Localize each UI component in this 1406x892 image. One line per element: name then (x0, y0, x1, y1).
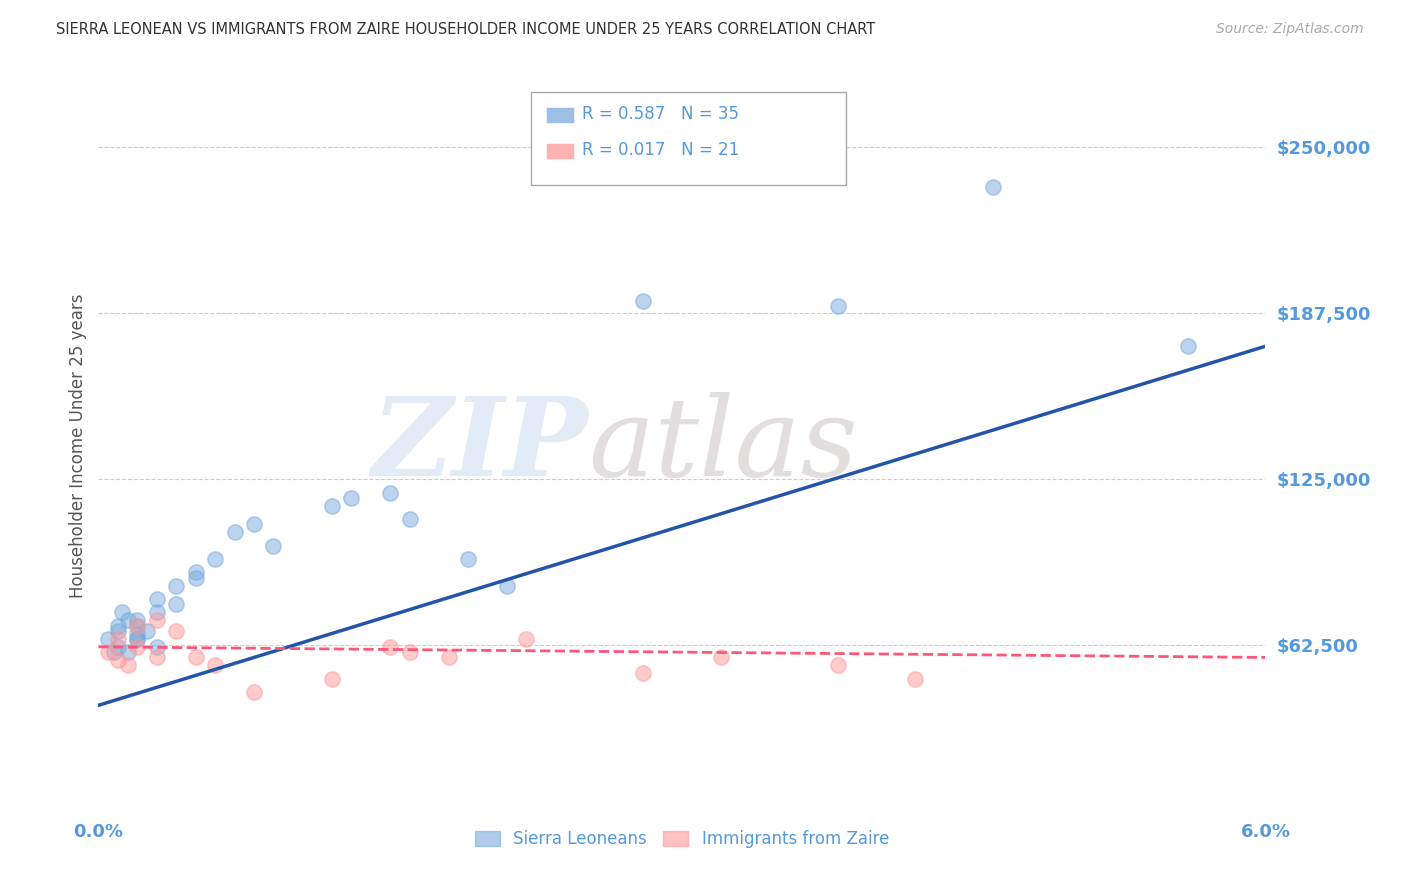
Point (457, 552, 479, 566)
Point (398, 512, 420, 526)
Point (398, 645, 420, 659)
Point (184, 566, 207, 580)
Text: R = 0.587   N = 35: R = 0.587 N = 35 (582, 105, 740, 123)
Point (224, 525, 246, 540)
Point (380, 640, 402, 654)
Point (97, 645, 120, 659)
Point (437, 650, 460, 665)
Point (97, 632, 120, 646)
Point (631, 666, 654, 681)
Text: ZIP: ZIP (373, 392, 589, 500)
Point (146, 640, 169, 654)
Point (146, 650, 169, 665)
Text: R = 0.017   N = 21: R = 0.017 N = 21 (582, 141, 740, 159)
Point (321, 499, 343, 513)
Point (710, 650, 733, 665)
Text: atlas: atlas (589, 392, 858, 500)
Point (117, 645, 139, 659)
Point (107, 618, 129, 632)
Text: Source: ZipAtlas.com: Source: ZipAtlas.com (1216, 22, 1364, 37)
Point (165, 579, 187, 593)
Point (904, 672, 927, 686)
Point (340, 491, 363, 505)
Point (146, 605, 169, 619)
Point (321, 672, 343, 686)
Point (107, 653, 129, 667)
Point (380, 485, 402, 500)
Point (107, 632, 129, 646)
Point (127, 618, 149, 632)
Point (827, 658, 849, 673)
Point (243, 517, 266, 532)
Point (496, 579, 519, 593)
Point (146, 591, 169, 606)
Point (981, 179, 1004, 194)
Text: SIERRA LEONEAN VS IMMIGRANTS FROM ZAIRE HOUSEHOLDER INCOME UNDER 25 YEARS CORREL: SIERRA LEONEAN VS IMMIGRANTS FROM ZAIRE … (56, 22, 876, 37)
Point (165, 597, 187, 611)
Point (103, 645, 125, 659)
Legend: Sierra Leoneans, Immigrants from Zaire: Sierra Leoneans, Immigrants from Zaire (468, 823, 896, 855)
Point (111, 605, 134, 619)
Point (184, 650, 207, 665)
Point (127, 640, 149, 654)
Point (127, 618, 149, 632)
Point (107, 640, 129, 654)
Point (262, 539, 284, 553)
Point (243, 685, 266, 699)
Point (136, 624, 159, 638)
Point (1177, 339, 1199, 353)
Point (107, 624, 129, 638)
Point (204, 552, 226, 566)
Point (127, 632, 149, 646)
Point (184, 571, 207, 585)
Point (165, 624, 187, 638)
Point (117, 658, 139, 673)
Point (204, 658, 226, 673)
Point (515, 632, 537, 646)
Point (117, 613, 139, 627)
Point (127, 626, 149, 640)
Point (146, 613, 169, 627)
Point (127, 632, 149, 646)
Point (827, 299, 849, 313)
Point (631, 293, 654, 308)
Point (127, 613, 149, 627)
Y-axis label: Householder Income Under 25 years: Householder Income Under 25 years (69, 293, 87, 599)
